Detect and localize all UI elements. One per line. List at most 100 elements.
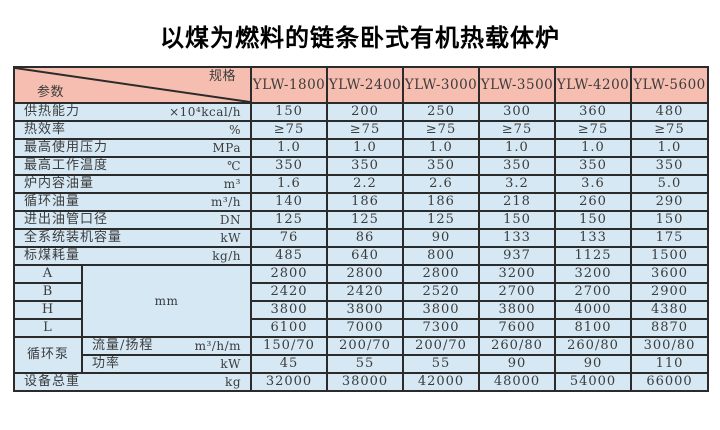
spec-value: 133: [478, 228, 556, 248]
table-row: 设备总重 kg 32000 38000 42000 48000 54000 66000: [13, 372, 709, 392]
parameter-unit: kW: [220, 231, 241, 245]
spec-value: 218: [478, 192, 556, 212]
spec-value: 7600: [478, 318, 556, 338]
table-row: L 6100 7000 7300 7600 8100 8870: [13, 318, 709, 338]
spec-column-header: YLW-4200: [554, 66, 632, 104]
spec-value: 350: [554, 156, 632, 176]
spec-value: 42000: [402, 372, 480, 392]
spec-value: 8100: [554, 318, 632, 338]
parameter-name: 设备总重: [24, 374, 81, 389]
spec-value: 55: [326, 354, 404, 374]
spec-value: 7300: [402, 318, 480, 338]
parameter-unit: ℃: [227, 159, 241, 173]
spec-value: 260/80: [478, 336, 556, 356]
spec-value: 1125: [554, 246, 632, 266]
spec-value: 3600: [630, 264, 709, 284]
parameter-unit: kg: [225, 375, 241, 389]
table-row: 功率 kW 45 55 55 90 90 110: [14, 354, 709, 374]
table-row: 循环油量 m³/h 140 186 186 218 260 290: [13, 192, 709, 212]
spec-value: 937: [478, 246, 556, 266]
table-row: 标煤耗量 kg/h 485 640 800 937 1125 1500: [13, 246, 709, 266]
spec-value: 8870: [630, 318, 709, 338]
parameter-name: 最高工作温度: [24, 158, 109, 173]
spec-value: 90: [402, 228, 480, 248]
spec-value: 360: [554, 102, 632, 122]
spec-value: 45: [250, 354, 328, 374]
spec-column-header: YLW-2400: [326, 66, 404, 104]
spec-value: 66000: [630, 372, 709, 392]
spec-value: 350: [630, 156, 709, 176]
spec-value: 3200: [554, 264, 632, 284]
table-body: 供热能力 ×10⁴kcal/h 150 200 250 300 360 480 热效率% ≥75 ≥…: [13, 102, 709, 392]
spec-value: 175: [630, 228, 709, 248]
pump-group-label: 循环泵: [13, 336, 83, 374]
spec-value: 6100: [250, 318, 328, 338]
spec-value: 90: [478, 354, 556, 374]
parameter-name: 最高使用压力: [24, 140, 109, 155]
parameter-name: 热效率: [24, 122, 67, 137]
table-row: 进出油管口径 DN 125 125 125 150 150 150: [13, 210, 709, 230]
spec-value: 150: [250, 102, 328, 122]
parameter-unit: ×10⁴kcal/h: [169, 105, 241, 119]
dimension-unit-merged: mm: [81, 264, 252, 338]
spec-value: 260: [554, 192, 632, 212]
spec-value: ≥75: [630, 120, 709, 140]
parameter-label-cell: 供热能力 ×10⁴kcal/h: [13, 102, 252, 122]
spec-value: ≥75: [250, 120, 328, 140]
spec-column-header: YLW-1800: [250, 66, 328, 104]
spec-value: 200/70: [402, 336, 480, 356]
spec-column-header: YLW-3000: [402, 66, 480, 104]
table-row: 炉内容油量 m³ 1.6 2.2 2.6 3.2 3.6 5.0: [13, 174, 709, 194]
spec-value: 5.0: [630, 174, 709, 194]
dimension-label: B: [13, 282, 83, 302]
spec-value: 3200: [478, 264, 556, 284]
spec-value: 3800: [250, 300, 328, 320]
spec-column-header: YLW-5600: [630, 66, 709, 104]
spec-value: 86: [326, 228, 404, 248]
spec-value: 186: [402, 192, 480, 212]
spec-value: 2700: [554, 282, 632, 302]
parameter-name: 炉内容油量: [24, 176, 95, 191]
spec-value: 125: [402, 210, 480, 230]
parameter-name: 标煤耗量: [24, 248, 81, 263]
parameter-label-cell: 全系统装机容量 kW: [13, 228, 252, 248]
spec-value: 2420: [250, 282, 328, 302]
spec-value: 200: [326, 102, 404, 122]
spec-value: 640: [326, 246, 404, 266]
parameter-name: 功率: [92, 356, 121, 371]
spec-value: 350: [250, 156, 328, 176]
corner-cell: 规格 参数: [13, 66, 252, 104]
spec-value: 7000: [326, 318, 404, 338]
spec-value: 125: [326, 210, 404, 230]
table-row: H 3800 3800 3800 3800 4000 4380: [13, 300, 709, 320]
spec-value: 3.6: [554, 174, 632, 194]
parameter-label-cell: 功率 kW: [81, 354, 252, 374]
page-title: 以煤为燃料的链条卧式有机热载体炉: [160, 24, 560, 52]
parameter-unit: MPa: [212, 141, 241, 155]
spec-value: 133: [554, 228, 632, 248]
table-row: 供热能力 ×10⁴kcal/h 150 200 250 300 360 480: [13, 102, 709, 122]
table-row: 热效率% ≥75 ≥75 ≥75 ≥75 ≥75 ≥75: [13, 120, 709, 140]
spec-value: 3800: [402, 300, 480, 320]
spec-value: 1.6: [250, 174, 328, 194]
spec-value: 3800: [326, 300, 404, 320]
table-row: B 2420 2420 2520 2700 2700 2900: [13, 282, 709, 302]
parameter-name: 循环油量: [24, 194, 81, 209]
parameter-unit: m³/h/m: [194, 339, 241, 353]
parameter-unit: %: [229, 123, 241, 137]
dimension-label: L: [13, 318, 83, 338]
spec-table: 规格 参数 YLW-1800 YLW-2400 YLW-3000 YLW-3500 YL…: [13, 66, 709, 392]
spec-value: 250: [402, 102, 480, 122]
spec-value: 350: [478, 156, 556, 176]
parameter-label-cell: 循环油量 m³/h: [13, 192, 252, 212]
spec-value: 76: [250, 228, 328, 248]
parameter-name: 全系统装机容量: [24, 230, 123, 245]
spec-value: 150: [554, 210, 632, 230]
diagonal-divider-line: [15, 68, 250, 102]
corner-param-label: 参数: [37, 85, 65, 100]
table-row: 最高使用压力 MPa 1.0 1.0 1.0 1.0 1.0 1.0: [13, 138, 709, 158]
spec-value: 2800: [326, 264, 404, 284]
spec-value: 3800: [478, 300, 556, 320]
parameter-name: 进出油管口径: [24, 212, 109, 227]
spec-value: 3.2: [478, 174, 556, 194]
